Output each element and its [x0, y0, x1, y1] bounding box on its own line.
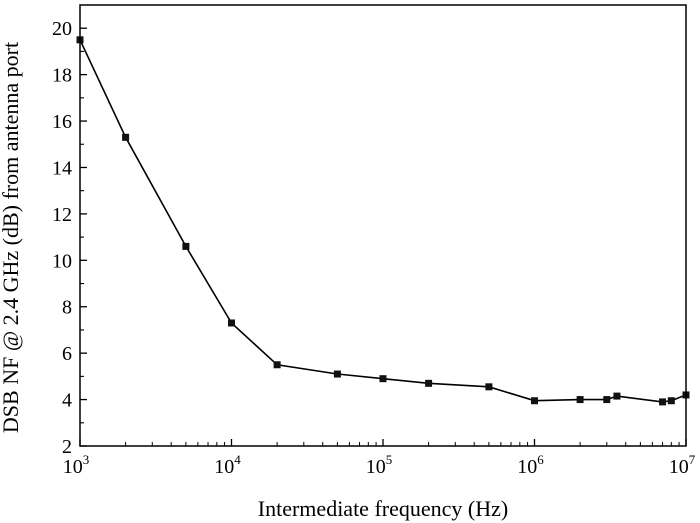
data-point: [182, 242, 190, 250]
y-tick-label: 14: [52, 157, 72, 179]
plot-area: [76, 36, 690, 406]
x-axis-title: Intermediate frequency (Hz): [258, 496, 508, 521]
x-tick-exponent: 4: [234, 452, 241, 467]
x-tick-base: 10: [214, 456, 234, 478]
y-tick-label: 2: [62, 436, 72, 458]
data-point: [379, 375, 387, 383]
data-point: [122, 133, 130, 141]
y-tick-label: 20: [52, 18, 72, 40]
x-tick-base: 10: [366, 456, 386, 478]
x-tick-label: 106: [517, 452, 544, 478]
x-tick-label: 103: [63, 452, 90, 478]
data-point: [273, 361, 281, 369]
series-line: [79, 39, 687, 403]
data-point: [485, 383, 493, 391]
x-tick-base: 10: [669, 456, 689, 478]
y-tick-label: 8: [62, 297, 72, 319]
y-tick-label: 4: [62, 390, 72, 412]
data-point: [425, 379, 433, 387]
y-tick-label: 16: [52, 111, 72, 133]
data-point: [659, 398, 667, 406]
y-tick-label: 10: [52, 250, 72, 272]
data-point: [667, 397, 675, 405]
x-tick-base: 10: [63, 456, 83, 478]
data-point: [228, 319, 235, 327]
y-tick-label: 12: [52, 204, 72, 226]
y-tick-label: 6: [62, 343, 72, 365]
x-tick-exponent: 6: [537, 452, 544, 467]
axis-labels: Intermediate frequency (Hz) DSB NF @ 2.4…: [0, 42, 508, 521]
x-tick-label: 104: [214, 452, 241, 478]
data-point: [333, 370, 341, 378]
data-point: [576, 396, 584, 404]
data-point: [603, 396, 611, 404]
data-point: [531, 397, 538, 405]
x-tick-exponent: 3: [83, 452, 90, 467]
x-tick-exponent: 7: [689, 452, 696, 467]
x-tick-label: 107: [669, 452, 696, 478]
x-tick-exponent: 5: [386, 452, 393, 467]
y-tick-label: 18: [52, 65, 72, 87]
x-tick-base: 10: [517, 456, 537, 478]
x-tick-label: 105: [366, 452, 393, 478]
y-axis-title: DSB NF @ 2.4 GHz (dB) from antenna port: [0, 42, 23, 433]
data-point: [613, 392, 621, 400]
